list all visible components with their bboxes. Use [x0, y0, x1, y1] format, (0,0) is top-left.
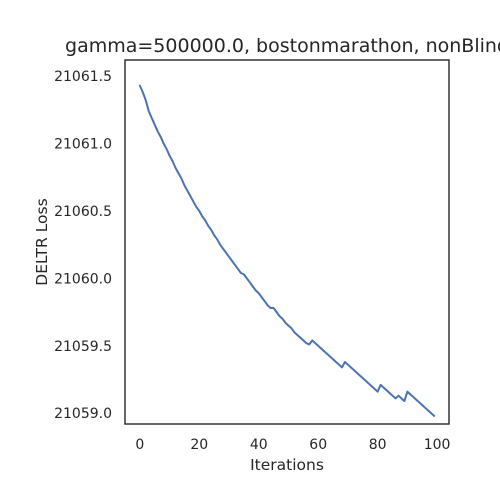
x-tick-label: 100 — [424, 437, 451, 453]
x-axis-ticks: 0 20 40 60 80 100 — [135, 437, 450, 453]
y-tick-label: 21059.0 — [54, 406, 112, 422]
series-layer — [138, 84, 436, 417]
y-tick-label: 21060.5 — [54, 204, 112, 220]
y-tick-label: 21061.0 — [54, 137, 112, 153]
y-tick-label: 21061.5 — [54, 69, 112, 85]
x-tick-label: 40 — [250, 437, 268, 453]
x-tick-label: 60 — [309, 437, 327, 453]
y-tick-label: 21059.5 — [54, 339, 112, 355]
plot-area — [124, 59, 450, 425]
x-axis-label: Iterations — [250, 456, 324, 474]
x-tick-label: 0 — [135, 437, 144, 453]
y-tick-label: 21060.0 — [54, 271, 112, 287]
series-line — [138, 84, 436, 417]
x-tick-label: 20 — [190, 437, 208, 453]
y-axis-label: DELTR Loss — [33, 198, 51, 285]
chart-title: gamma=500000.0, bostonmarathon, nonBlind — [65, 35, 500, 57]
x-tick-label: 80 — [369, 437, 387, 453]
y-axis-ticks: 21059.0 21059.5 21060.0 21060.5 21061.0 21061… — [54, 69, 112, 422]
